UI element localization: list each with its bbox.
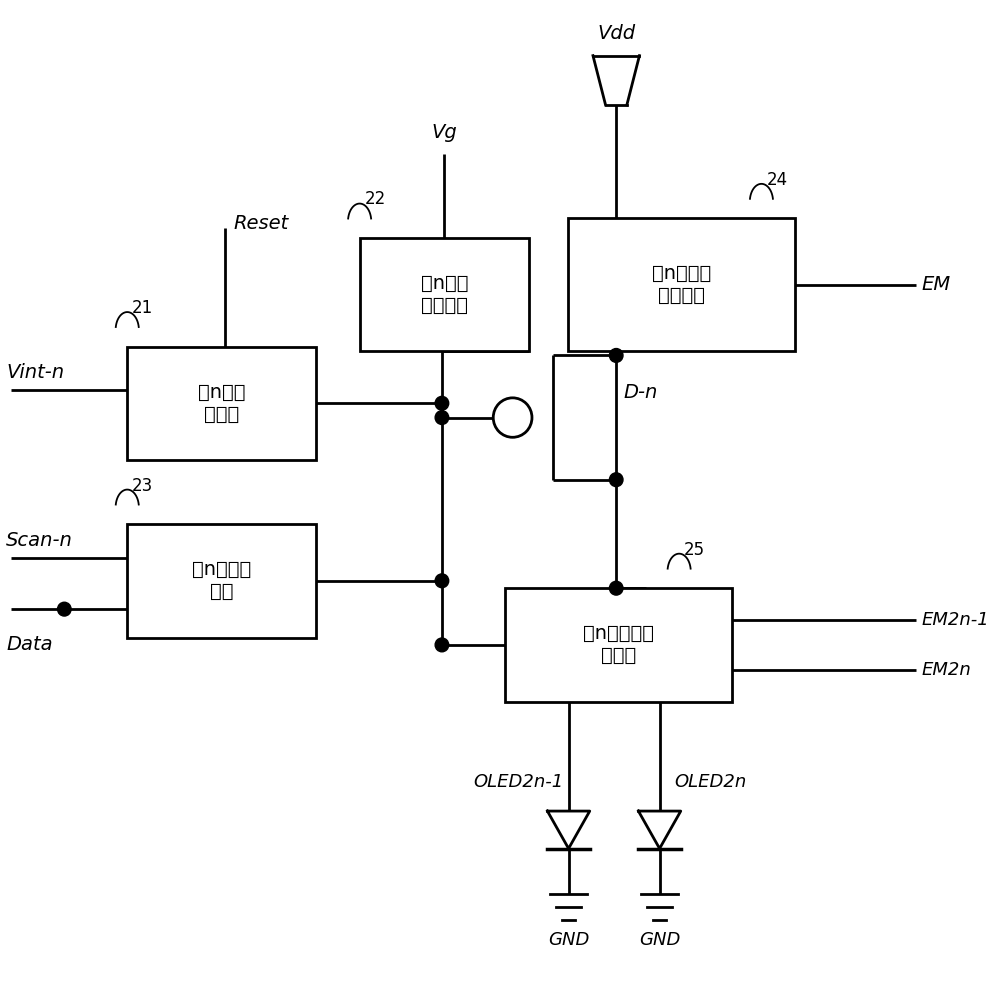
Text: 22: 22 <box>364 191 386 209</box>
Bar <box>568 219 795 351</box>
Text: EM2n-1: EM2n-1 <box>921 611 989 629</box>
Text: 25: 25 <box>684 541 705 559</box>
Circle shape <box>609 582 623 595</box>
Circle shape <box>435 638 449 652</box>
Text: Reset: Reset <box>233 215 288 233</box>
Bar <box>127 524 316 638</box>
Circle shape <box>609 348 623 362</box>
Text: EM: EM <box>921 275 950 295</box>
Text: Vint-n: Vint-n <box>6 363 64 382</box>
Text: EM2n: EM2n <box>921 661 971 678</box>
Text: OLED2n: OLED2n <box>674 773 746 791</box>
Bar <box>360 238 529 351</box>
Text: D-n: D-n <box>624 384 658 403</box>
Text: OLED2n-1: OLED2n-1 <box>473 773 564 791</box>
Text: GND: GND <box>639 932 680 949</box>
Text: GND: GND <box>548 932 589 949</box>
Text: Vg: Vg <box>431 124 457 142</box>
Text: 24: 24 <box>766 171 787 189</box>
Circle shape <box>435 410 449 424</box>
Circle shape <box>58 602 71 616</box>
Bar <box>127 346 316 460</box>
Text: 第n重置
子模块: 第n重置 子模块 <box>198 383 245 423</box>
Bar <box>505 588 732 701</box>
Text: 第n发光控制
子模块: 第n发光控制 子模块 <box>583 624 654 666</box>
Text: 第n驱动控
制子模块: 第n驱动控 制子模块 <box>652 264 711 306</box>
Circle shape <box>435 397 449 410</box>
Text: Vdd: Vdd <box>597 24 635 43</box>
Circle shape <box>609 473 623 487</box>
Text: 21: 21 <box>132 299 153 317</box>
Text: Scan-n: Scan-n <box>6 531 73 550</box>
Text: 第n充放
电子模块: 第n充放 电子模块 <box>421 274 468 315</box>
Circle shape <box>435 574 449 587</box>
Text: 23: 23 <box>132 477 153 494</box>
Text: 第n补偿子
模块: 第n补偿子 模块 <box>192 561 251 601</box>
Text: Data: Data <box>6 635 53 654</box>
